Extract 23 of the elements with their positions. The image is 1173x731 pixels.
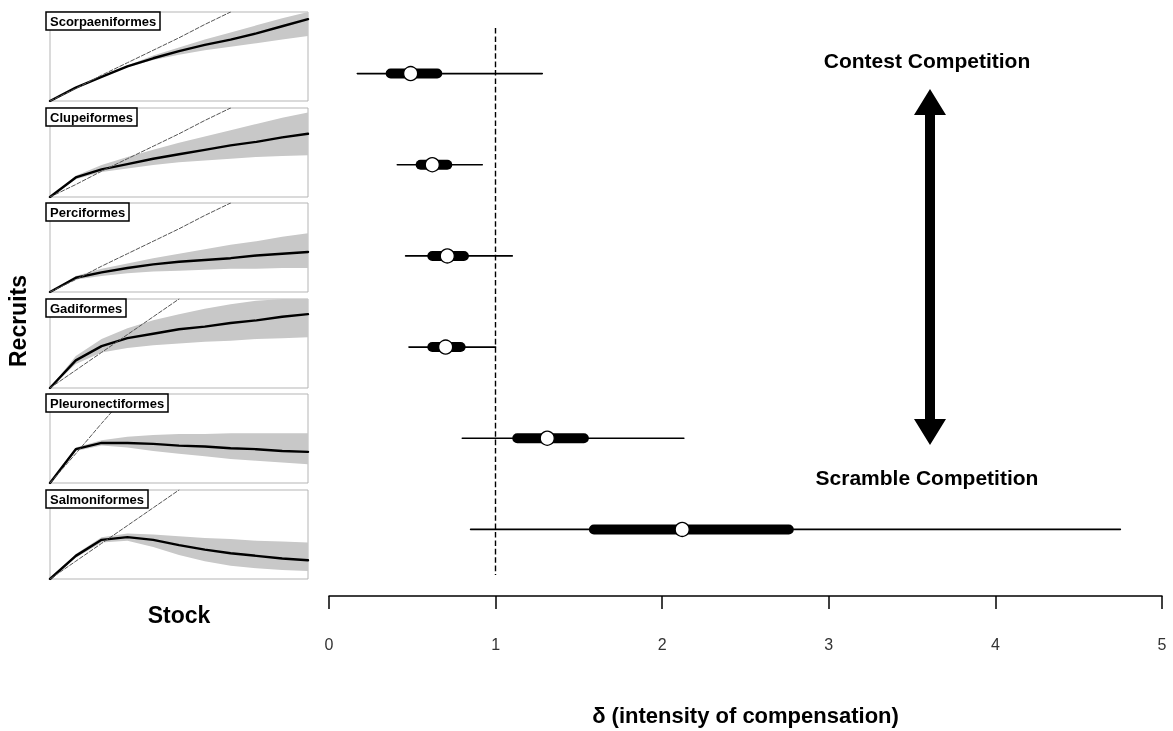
point	[674, 521, 690, 538]
x-tick-label: 3	[824, 635, 834, 653]
chart-title: Clupeiformes	[50, 109, 134, 125]
x-tick-label: 2	[657, 635, 667, 653]
x-tick-label: 0	[324, 635, 334, 653]
x-tick-label: 1	[491, 635, 501, 653]
x-tick-label: 4	[990, 635, 1000, 653]
point	[424, 157, 440, 173]
chart-title: Scorpaeniformes	[50, 14, 157, 29]
point	[539, 430, 555, 446]
y-axis-title: Recruits	[4, 274, 32, 367]
chart-title: Gadiformes	[50, 300, 123, 316]
point	[439, 248, 455, 264]
chart-title: Pleuronectiformes	[50, 396, 165, 411]
point	[437, 339, 454, 355]
chart-title: Salmoniformes	[50, 491, 144, 507]
point	[403, 65, 419, 82]
x-tick-label: 5	[1157, 635, 1167, 653]
annotation: Scramble Competition	[815, 465, 1039, 489]
annotation: Contest Competition	[823, 48, 1031, 72]
x-axis-title: Stock	[147, 601, 211, 629]
x-axis-title: δ (intensity of compensation)	[592, 702, 899, 728]
chart-title: Perciformes	[50, 205, 126, 220]
